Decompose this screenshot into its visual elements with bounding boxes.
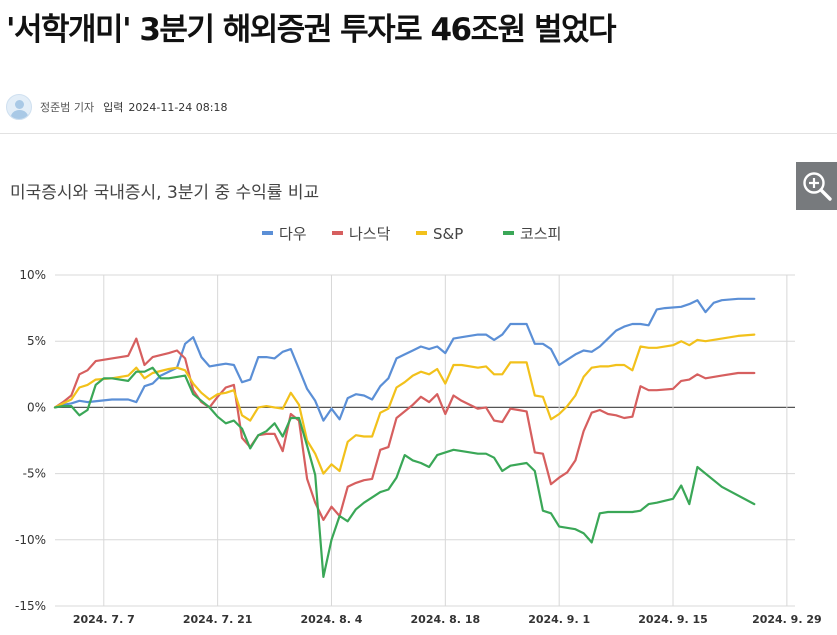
article-headline: '서학개미' 3분기 해외증권 투자로 46조원 벌었다: [6, 12, 617, 48]
y-tick-label: 5%: [27, 334, 46, 348]
series-line-0: [53, 297, 756, 422]
x-tick-label: 2024. 8. 4: [301, 613, 363, 626]
x-tick-label: 2024. 9. 1: [528, 613, 590, 626]
y-tick-label: -5%: [23, 467, 46, 481]
series-line-3: [53, 366, 756, 578]
x-axis: 2024. 7. 7 2024. 7. 21 2024. 8. 4 2024. 8. …: [73, 613, 822, 626]
x-tick-label: 2024. 9. 29: [752, 613, 822, 626]
reporter-avatar-icon: [6, 94, 32, 120]
reporter-name[interactable]: 정준범 기자: [40, 101, 95, 114]
legend-label: 다우: [279, 225, 307, 243]
legend-label: 코스피: [520, 225, 561, 243]
chart: 미국증시와 국내증시, 3분기 중 수익률 비교 다우 나스닥 S&P 코스피 10%…: [10, 183, 822, 626]
legend-label: S&P: [433, 225, 463, 243]
y-axis: 10% 5% 0% -5% -10% -15%: [15, 268, 46, 613]
header-divider: [0, 133, 837, 134]
x-tick-label: 2024. 8. 18: [411, 613, 481, 626]
input-label: 입력: [103, 101, 124, 114]
zoom-in-icon[interactable]: [796, 162, 837, 210]
byline: 정준범 기자 입력 2024-11-24 08:18: [6, 92, 227, 122]
chart-grid: [55, 274, 795, 607]
chart-title: 미국증시와 국내증시, 3분기 중 수익률 비교: [10, 183, 319, 203]
y-tick-label: -10%: [15, 533, 46, 547]
y-tick-label: 10%: [19, 268, 46, 282]
chart-lines: [53, 297, 756, 578]
magnifier-icon: [802, 172, 832, 201]
publish-date: 2024-11-24 08:18: [128, 100, 228, 114]
x-tick-label: 2024. 9. 15: [638, 613, 708, 626]
y-tick-label: -15%: [15, 599, 46, 613]
series-line-2: [53, 333, 756, 475]
y-tick-label: 0%: [27, 400, 46, 414]
series-line-1: [53, 337, 756, 521]
x-tick-label: 2024. 7. 21: [183, 613, 253, 626]
legend-label: 나스닥: [349, 225, 391, 243]
chart-legend: 다우 나스닥 S&P 코스피: [262, 225, 561, 243]
x-tick-label: 2024. 7. 7: [73, 613, 135, 626]
